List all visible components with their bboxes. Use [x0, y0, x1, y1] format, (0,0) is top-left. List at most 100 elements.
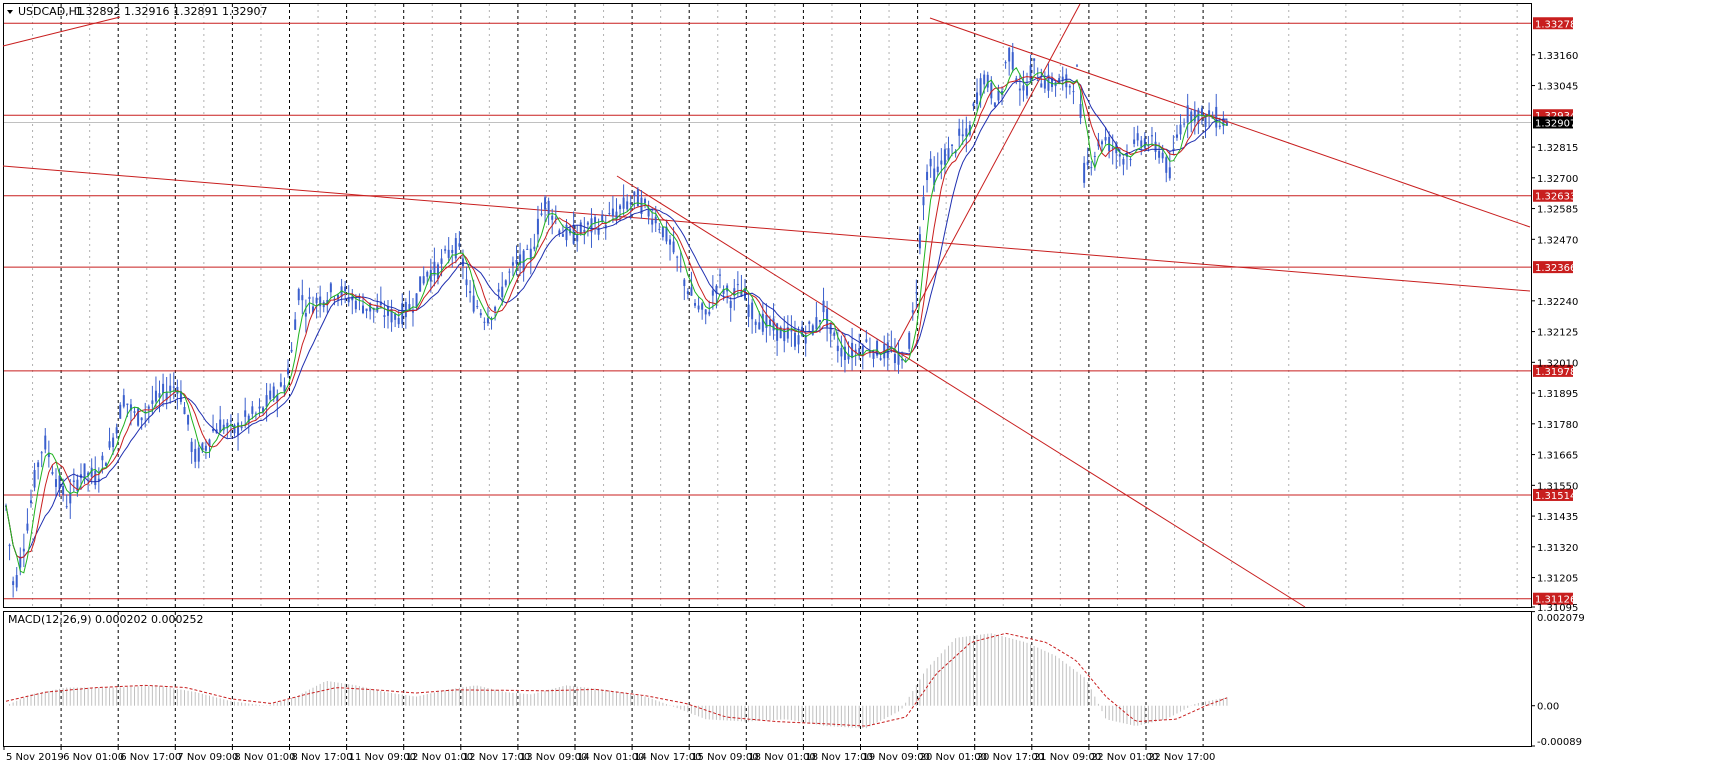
candle-body: [276, 395, 279, 402]
time-tick-label: 18 Nov 17:00: [805, 752, 872, 763]
candle-body: [190, 441, 193, 452]
candle-body: [183, 407, 186, 415]
candle-body: [108, 441, 111, 448]
candle-body: [572, 224, 575, 244]
candle-body: [1183, 123, 1186, 125]
trendline: [929, 17, 1531, 228]
candle-body: [283, 385, 286, 392]
candle-body: [1004, 62, 1007, 64]
candle-body: [319, 296, 322, 307]
candle-body: [526, 248, 529, 250]
candle-body: [244, 410, 247, 417]
candle-body: [540, 213, 543, 215]
macd-axis: 0.002079 0.00 -0.00089: [1531, 611, 1585, 748]
candle-body: [768, 319, 771, 327]
candle-body: [519, 254, 522, 265]
candle-body: [62, 485, 65, 495]
candle-body: [1072, 91, 1075, 93]
candle-body: [229, 420, 232, 422]
candle-body: [779, 327, 782, 339]
price-tick-label: 1.33045: [1537, 82, 1578, 93]
price-tick-label: 1.31205: [1537, 574, 1578, 585]
time-tick-label: 6 Nov 01:00: [63, 752, 124, 763]
candle-body: [411, 310, 414, 313]
time-tick-label: 5 Nov 2019: [6, 752, 64, 763]
candle-body: [169, 385, 172, 392]
candle-body: [672, 241, 675, 253]
time-tick-label: 12 Nov 01:00: [406, 752, 473, 763]
candle-body: [847, 354, 850, 360]
candle-body: [329, 283, 332, 293]
candle-body: [761, 313, 764, 332]
candle-body: [72, 480, 75, 482]
moving-averages: [5, 67, 1228, 574]
candle-body: [908, 332, 911, 349]
candle-body: [858, 348, 861, 356]
candle-body: [961, 134, 964, 137]
candle-body: [365, 308, 368, 311]
candle-body: [1225, 122, 1228, 126]
candle-body: [1222, 118, 1225, 127]
candle-body: [1047, 74, 1050, 91]
candle-body: [808, 321, 811, 324]
candle-body: [1143, 138, 1146, 148]
candle-body: [815, 317, 818, 330]
candle-body: [58, 475, 61, 489]
candle-body: [44, 435, 47, 450]
candle-body: [1165, 157, 1168, 173]
price-tick-label: 1.31895: [1537, 389, 1578, 400]
macd-tick-label: -0.00089: [1537, 737, 1582, 748]
candle-body: [1179, 124, 1182, 135]
candle-body: [312, 306, 315, 313]
candle-body: [690, 287, 693, 296]
candle-body: [876, 340, 879, 356]
level-label: 1.31126: [1535, 595, 1576, 606]
candle-body: [708, 311, 711, 315]
candle-body: [679, 265, 682, 267]
price-tick-label: 1.32125: [1537, 328, 1578, 339]
candle-body: [197, 447, 200, 462]
candle-body: [37, 462, 40, 468]
candle-body: [147, 406, 150, 409]
candle-body: [754, 321, 757, 325]
candle-body: [1150, 135, 1153, 137]
candle-body: [783, 328, 786, 342]
candle-body: [1018, 88, 1021, 91]
candle-body: [47, 452, 50, 458]
collapse-arrow-icon[interactable]: [7, 10, 13, 14]
candle-body: [918, 234, 921, 249]
candle-body: [654, 216, 657, 224]
candle-body: [254, 413, 257, 415]
macd-tick-label: 0.002079: [1537, 613, 1585, 624]
price-tick-label: 1.32470: [1537, 235, 1578, 246]
candle-body: [758, 322, 761, 330]
candle-body: [208, 439, 211, 446]
candle-body: [394, 313, 397, 320]
candle-body: [1197, 109, 1200, 124]
current-price-label: 1.32907: [1535, 118, 1576, 129]
candle-body: [383, 315, 386, 317]
candle-body: [933, 168, 936, 186]
time-tick-label: 7 Nov 09:00: [177, 752, 238, 763]
candle-body: [576, 234, 579, 242]
candle-body: [1076, 65, 1078, 67]
candle-body: [479, 312, 482, 316]
candle-body: [1008, 47, 1011, 62]
chart-ohlc: 1.32892 1.32916 1.32891 1.32907: [75, 5, 267, 18]
candle-body: [765, 314, 768, 328]
candle-body: [162, 383, 165, 394]
candle-body: [1129, 159, 1132, 161]
candle-body: [843, 346, 846, 361]
candle-body: [836, 345, 839, 352]
candle-body: [219, 419, 222, 433]
candle-body: [697, 305, 700, 310]
macd-series: [5, 632, 1228, 729]
time-tick-label: 11 Nov 09:00: [349, 752, 416, 763]
level-label: 1.33278: [1535, 19, 1576, 30]
candle-body: [87, 472, 90, 476]
candle-body: [1051, 77, 1054, 88]
price-tick-label: 1.31320: [1537, 543, 1578, 554]
candle-body: [1026, 85, 1029, 96]
candle-body: [872, 352, 875, 359]
